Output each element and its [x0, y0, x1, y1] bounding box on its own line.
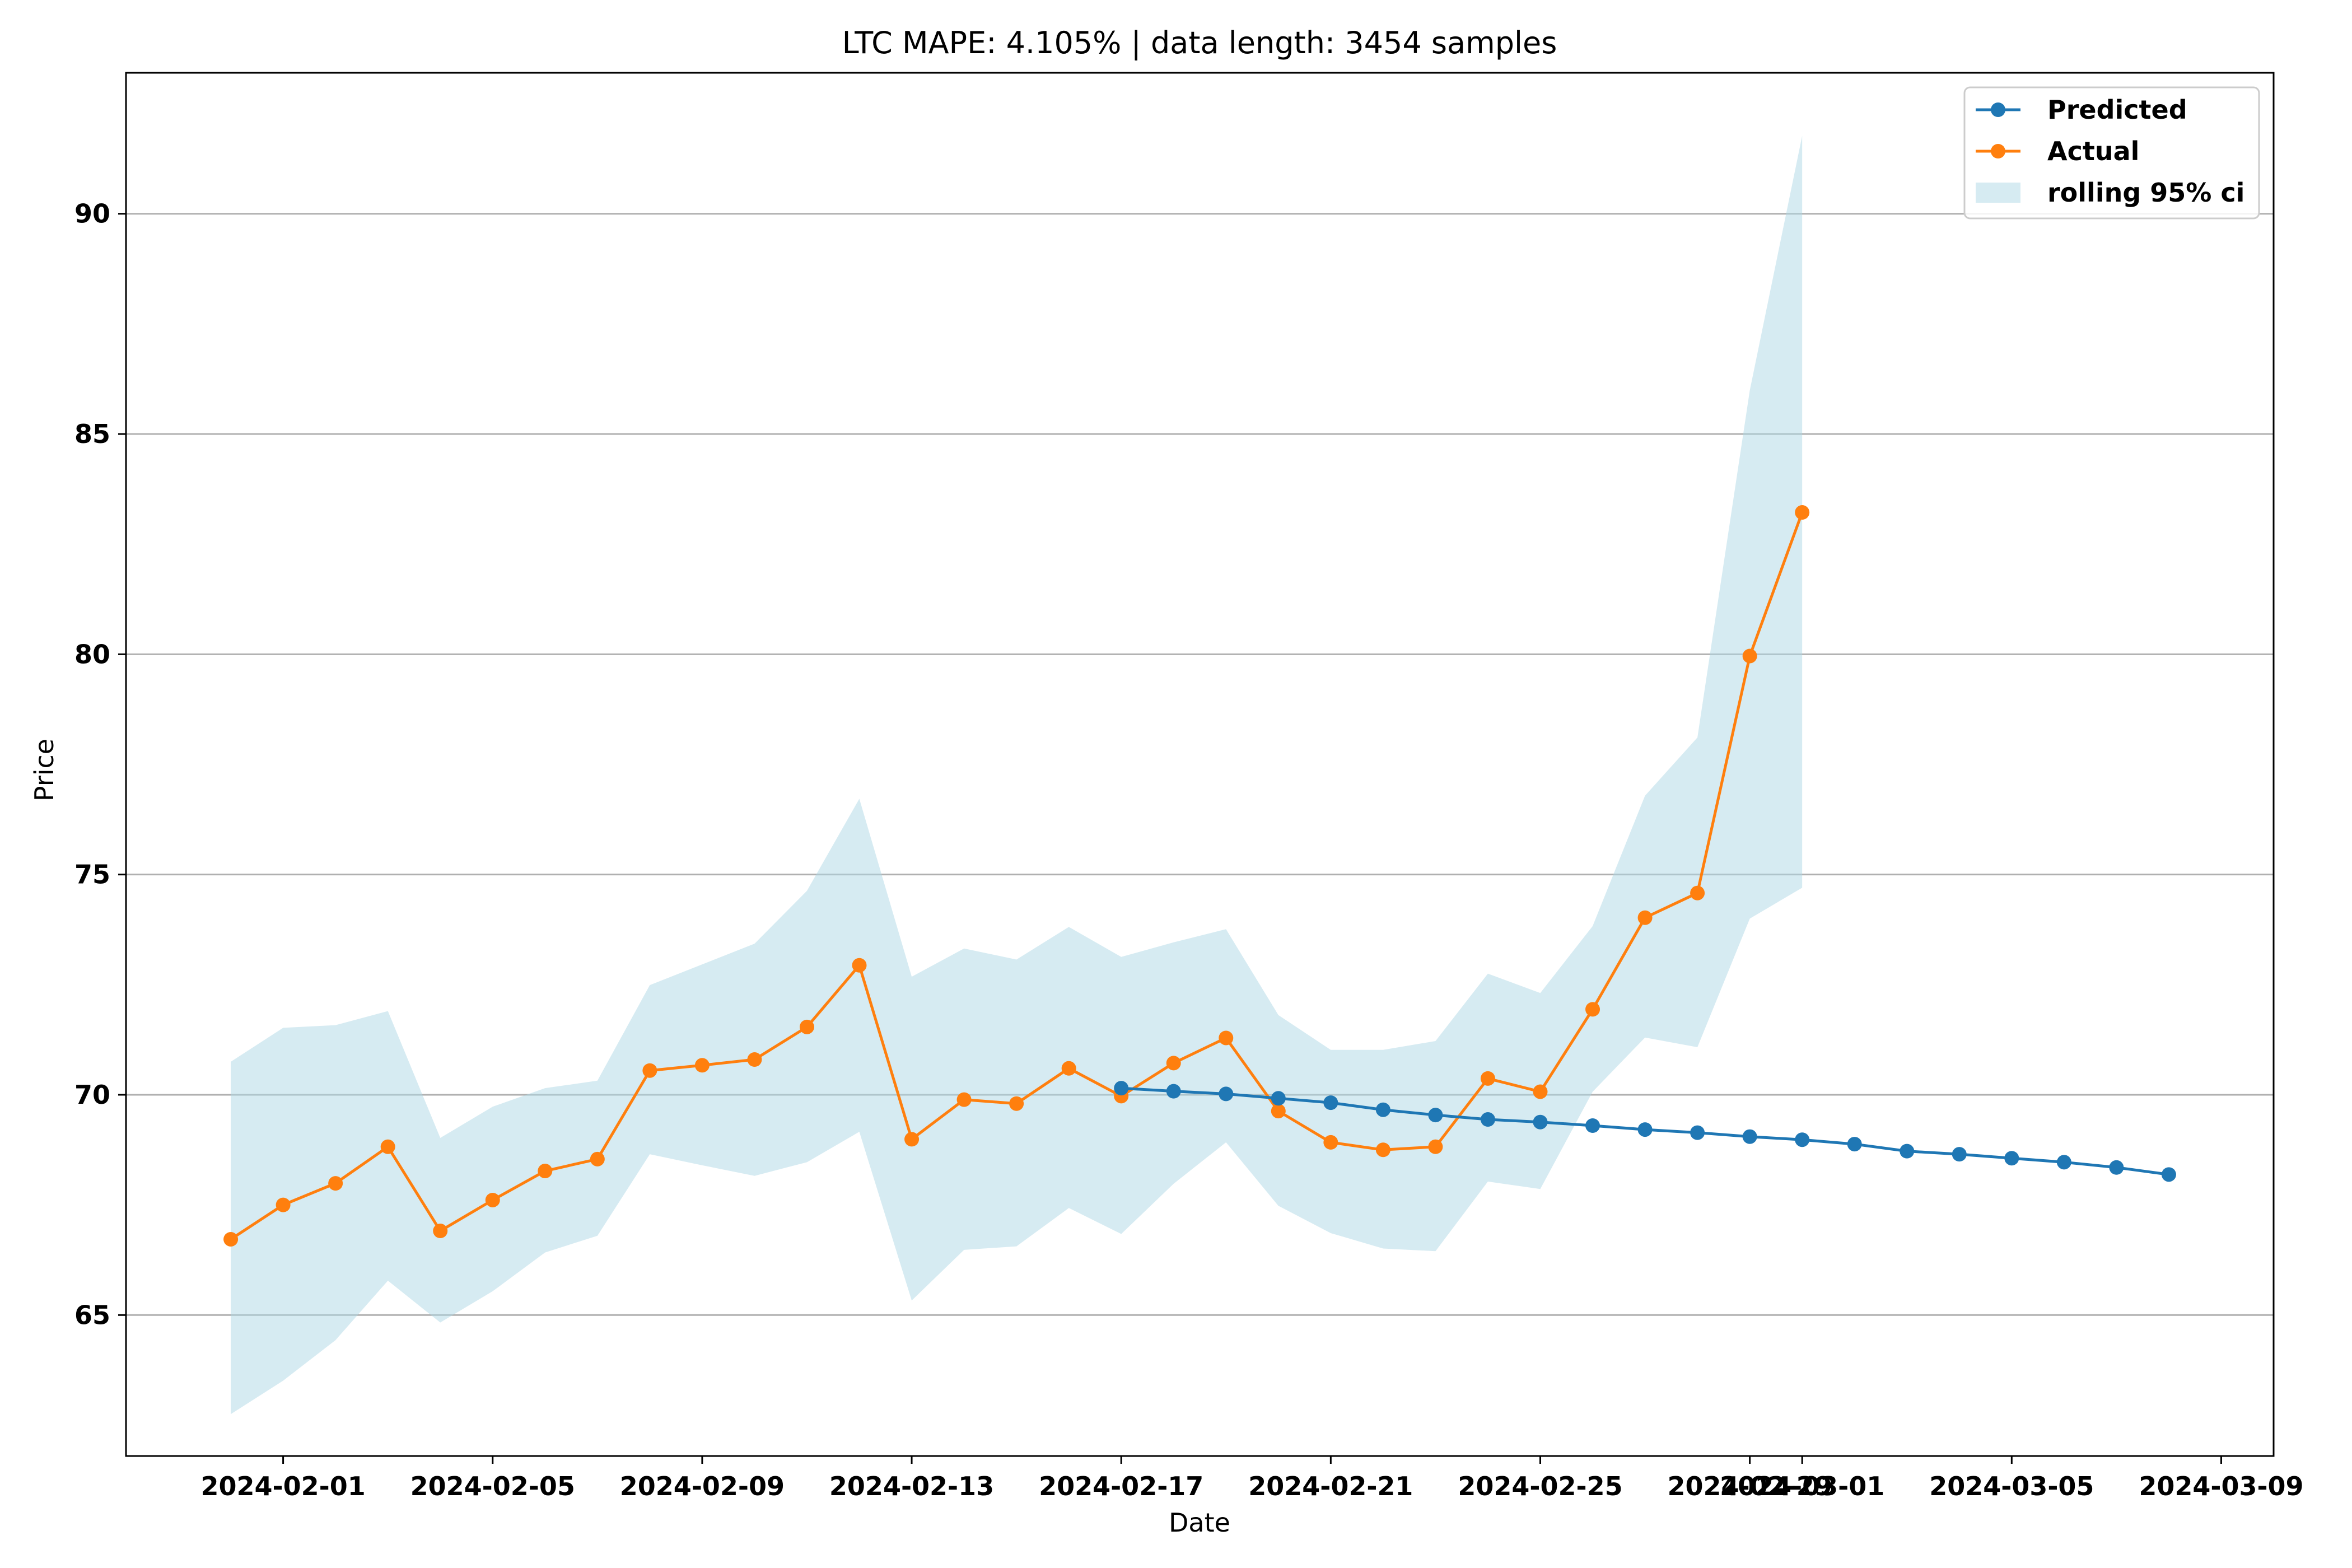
actual-point — [1323, 1135, 1338, 1150]
predicted-point — [1742, 1129, 1757, 1144]
predicted-point — [1114, 1081, 1129, 1096]
predicted-point — [1323, 1095, 1338, 1110]
legend-label-rolling-95-ci: rolling 95% ci — [2047, 178, 2244, 208]
actual-point — [1690, 885, 1705, 900]
actual-point — [642, 1063, 657, 1078]
x-axis: 2024-02-01 2024-02-05 2024-02-09 2024-02-13… — [200, 1456, 2304, 1501]
actual-point — [328, 1176, 343, 1191]
predicted-point — [2056, 1155, 2071, 1170]
actual-point — [1219, 1030, 1234, 1046]
plot-frame — [125, 72, 2275, 1457]
series-lines — [223, 505, 2176, 1247]
x-tick-label: 2024-02-25 — [1458, 1471, 1622, 1501]
actual-point — [1428, 1139, 1443, 1154]
actual-point — [276, 1197, 291, 1212]
y-tick-label: 75 — [74, 860, 110, 890]
predicted-point — [1166, 1084, 1181, 1099]
legend-marker-actual — [1991, 144, 2005, 158]
actual-point — [433, 1224, 448, 1239]
predicted-point — [1375, 1102, 1390, 1117]
actual-point — [799, 1019, 814, 1034]
x-tick-label: 2024-03-01 — [1720, 1471, 1884, 1501]
actual-point — [747, 1052, 762, 1067]
predicted-point — [1952, 1147, 1967, 1162]
ci-band — [231, 136, 1803, 1415]
predicted-point — [1690, 1125, 1705, 1140]
actual-point — [1533, 1084, 1548, 1099]
x-tick-label: 2024-02-29 — [1668, 1471, 1832, 1501]
legend-label-predicted: Predicted — [2047, 95, 2187, 125]
actual-point — [1166, 1056, 1181, 1071]
actual-point — [1742, 648, 1757, 664]
predicted-point — [1795, 1132, 1810, 1147]
legend-swatch-rolling-95-ci — [1976, 183, 2020, 203]
predicted-point — [1585, 1118, 1600, 1133]
grid-lines — [126, 213, 2274, 1316]
predicted-point — [1428, 1108, 1443, 1123]
actual-point — [380, 1139, 395, 1154]
actual-point — [1271, 1104, 1286, 1119]
predicted-point — [2161, 1167, 2176, 1182]
actual-point — [485, 1192, 500, 1207]
y-axis: 65 70 75 80 85 90 — [74, 199, 126, 1330]
x-tick-label: 2024-02-01 — [200, 1471, 365, 1501]
actual-point — [1480, 1071, 1495, 1086]
actual-point — [694, 1058, 710, 1073]
ci-band-area — [231, 136, 1803, 1415]
actual-point — [1637, 910, 1653, 925]
actual-point — [852, 958, 867, 973]
actual-point — [1061, 1061, 1076, 1076]
y-tick-label: 80 — [74, 639, 110, 669]
actual-point — [538, 1164, 553, 1179]
y-tick-label: 85 — [74, 419, 110, 449]
predicted-point — [1271, 1091, 1286, 1106]
actual-point — [590, 1151, 605, 1166]
y-tick-label: 90 — [74, 199, 110, 229]
x-tick-label: 2024-03-09 — [2139, 1471, 2303, 1501]
x-tick-label: 2024-02-05 — [410, 1471, 575, 1501]
actual-point — [1795, 505, 1810, 520]
x-tick-label: 2024-02-13 — [829, 1471, 994, 1501]
x-tick-label: 2024-02-17 — [1039, 1471, 1203, 1501]
actual-point — [1009, 1096, 1024, 1111]
y-axis-label: Price — [29, 739, 59, 801]
predicted-point — [2109, 1160, 2124, 1175]
actual-point — [1375, 1142, 1390, 1158]
actual-point — [1585, 1002, 1600, 1017]
predicted-point — [1219, 1086, 1234, 1102]
actual-point — [223, 1231, 239, 1247]
predicted-point — [1480, 1112, 1495, 1127]
legend-label-actual: Actual — [2047, 136, 2139, 166]
x-tick-label: 2024-03-05 — [1929, 1471, 2094, 1501]
predicted-point — [2004, 1151, 2019, 1166]
chart-title: LTC MAPE: 4.105% | data length: 3454 sam… — [842, 25, 1557, 60]
legend-box — [1963, 86, 2260, 220]
x-axis-label: Date — [1169, 1508, 1230, 1538]
predicted-point — [1637, 1122, 1653, 1137]
y-tick-label: 70 — [74, 1080, 110, 1110]
predicted-point — [1533, 1114, 1548, 1130]
actual-point — [904, 1132, 920, 1147]
predicted-point — [1847, 1137, 1862, 1152]
x-tick-label: 2024-02-09 — [620, 1471, 785, 1501]
actual-series — [223, 505, 1810, 1247]
legend-marker-predicted — [1991, 102, 2005, 117]
predicted-point — [1900, 1144, 1915, 1159]
y-tick-label: 65 — [74, 1300, 110, 1330]
legend: Predicted Actual rolling 95% ci — [1963, 86, 2260, 220]
x-tick-label: 2024-02-21 — [1248, 1471, 1413, 1501]
actual-point — [956, 1092, 972, 1107]
predicted-series — [1114, 1081, 2176, 1182]
